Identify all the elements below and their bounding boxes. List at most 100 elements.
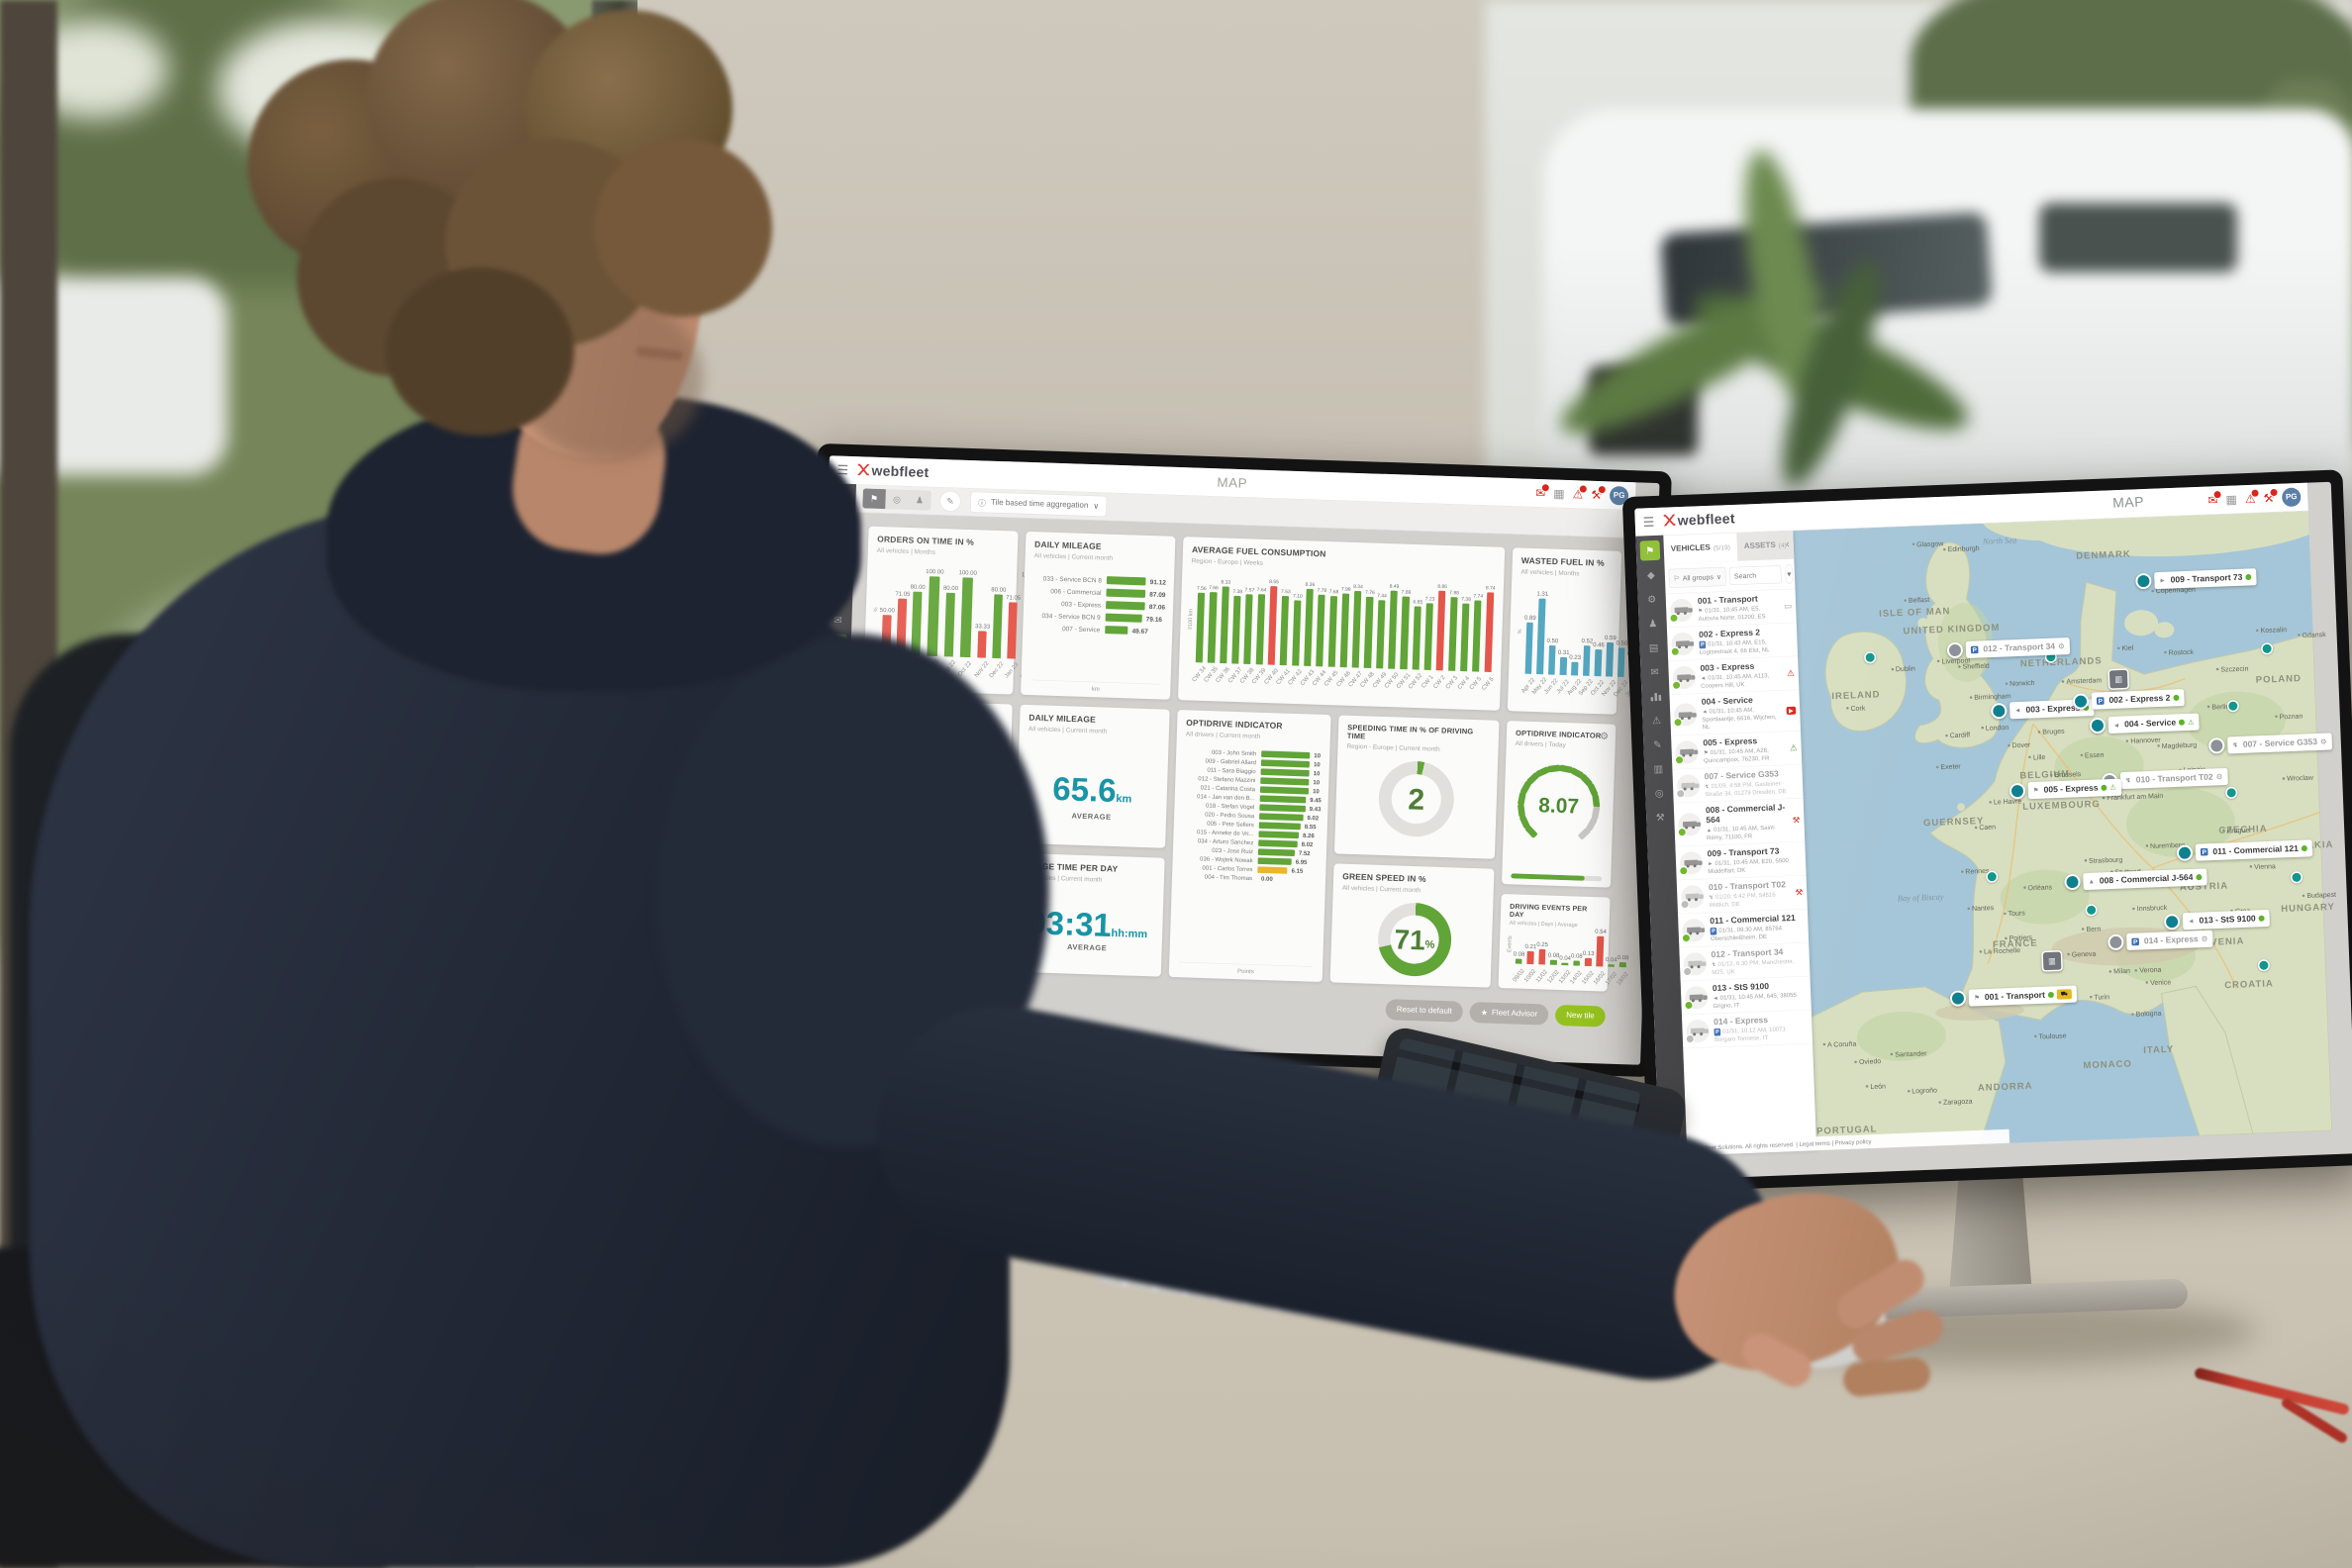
tile-wasted-fuel[interactable]: WASTED FUEL IN % All vehicles | Months %… <box>1507 547 1652 715</box>
vehicle-row[interactable]: 012 - Transport 34 ↯ 01/12, 6:30 PM, Manch… <box>1679 942 1811 982</box>
vehicle-dot[interactable] <box>2261 642 2274 655</box>
menu-icon[interactable]: ☰ <box>1642 514 1655 530</box>
footer-links[interactable]: Legal terms | Privacy policy <box>845 1001 919 1011</box>
video-icon[interactable]: ✎ <box>1652 738 1662 750</box>
tab-vehicles[interactable]: VEHICLES (5/19) <box>1663 532 1738 564</box>
vehicle-dot[interactable] <box>2257 959 2271 972</box>
edit-pencil-icon[interactable]: ✎ <box>939 490 961 513</box>
map-icon[interactable]: ⚑ <box>1639 539 1661 561</box>
apps-grid-icon[interactable]: ▦ <box>1553 486 1565 501</box>
europe-map[interactable]: North Sea Bay of Biscay IRELAND UNITED KING… <box>1793 510 2336 1151</box>
vehicle-row[interactable]: 011 - Commercial 121 P 01/31, 09:30 AM, 85… <box>1677 909 1810 948</box>
tile-orders-on-time[interactable]: ORDERS ON TIME IN % All vehicles | Month… <box>863 526 1039 695</box>
groups-dropdown[interactable]: ⚐ All groups ∨ <box>1668 566 1726 588</box>
tile-daily-mileage-average[interactable]: DAILY MILEAGE All vehicles | Current mon… <box>1016 704 1170 848</box>
tile-title: WASTED FUEL IN % <box>1520 555 1605 568</box>
tile-business-mileage[interactable]: BUSINESS MILEAGE PER DAY Region - Europe… <box>853 847 1008 972</box>
tile-speeding-time[interactable]: SPEEDING TIME IN % OF DRIVING TIME Regio… <box>1333 715 1500 859</box>
vehicle-dot[interactable] <box>2226 699 2240 713</box>
vehicle-dot[interactable] <box>2224 786 2238 800</box>
trips-icon[interactable]: ◆ <box>1646 569 1655 581</box>
alerts-icon[interactable]: ⚠ <box>1651 715 1662 727</box>
vehicle-row[interactable]: 004 - Service ◄ 01/31, 10:45 AM, Sportlaan… <box>1669 690 1801 736</box>
avatar[interactable]: PG <box>2281 487 2302 508</box>
vehicle-marker[interactable]: ► 009 - Transport 73 <box>2134 568 2257 590</box>
areas-icon[interactable]: ◎ <box>829 735 838 747</box>
gear-icon[interactable]: ⚙ <box>1599 731 1610 742</box>
vehicle-row[interactable]: 007 - Service G353 ↯ 01/09, 4:58 PM, Gaste… <box>1672 764 1804 804</box>
page-title: MAP <box>2111 494 2145 511</box>
vehicle-marker[interactable]: P 011 - Commercial 121 <box>2176 839 2313 861</box>
aggregation-dropdown[interactable]: ⓘ Tile based time aggregation ∨ <box>970 491 1108 518</box>
tile-daily-mileage-ranking[interactable]: DAILY MILEAGE All vehicles | Current mon… <box>1021 531 1176 700</box>
vehicle-dot[interactable] <box>1986 870 1999 883</box>
settings-icon[interactable]: ⚒ <box>1655 812 1665 824</box>
dashboard-icon[interactable] <box>1645 686 1666 707</box>
vehicle-row[interactable]: 014 - Express P 01/31, 10:12 AM, 10071 Bor… <box>1681 1010 1813 1049</box>
vehicles-icon[interactable]: ⚙ <box>835 541 845 553</box>
tile-trips-per-day[interactable]: TRIPS PER DAY Region - Europe | Days Tri… <box>858 699 1013 843</box>
vehicle-marker[interactable]: ⚑ 001 - Transport ⛟ <box>1949 985 2078 1007</box>
collapse-panel-icon[interactable]: ‹ <box>1785 537 1790 550</box>
drivers-icon[interactable]: ♟ <box>834 565 844 578</box>
apps-grid-icon[interactable]: ▦ <box>2225 492 2238 507</box>
tile-optidrive-gauge[interactable]: OPTIDRIVE INDICATOR All drivers | Today … <box>1502 721 1617 888</box>
tile-green-speed[interactable]: GREEN SPEED IN % All vehicles | Current … <box>1329 863 1495 988</box>
menu-icon[interactable]: ☰ <box>836 493 847 505</box>
vehicles-icon[interactable]: ⚙ <box>1647 593 1657 606</box>
orders-icon[interactable]: ✉ <box>833 614 842 627</box>
settings-icon[interactable]: ⚒ <box>828 759 838 771</box>
map-pin-icon[interactable]: ⚑ <box>862 488 886 510</box>
alerts-icon[interactable]: ⚠ <box>832 662 841 674</box>
video-icon[interactable]: ✎ <box>831 687 840 699</box>
cluster-icon[interactable]: ▥ <box>2041 950 2063 972</box>
service-wrench-icon[interactable]: ⚒ <box>2263 487 2279 506</box>
tile-driving-events[interactable]: DRIVING EVENTS PER DAY All vehicles | Da… <box>1498 893 1629 992</box>
alerts-bell-icon[interactable]: ⚠ <box>2245 488 2260 506</box>
vehicle-row[interactable]: 003 - Express ◄ 01/31, 10:45 AM, A113, Coo… <box>1668 656 1800 696</box>
trailers-icon[interactable]: ▤ <box>1648 641 1659 654</box>
tile-usage-time[interactable]: USAGE TIME PER DAY All vehicles | Curren… <box>1011 852 1165 977</box>
vehicle-row[interactable]: 009 - Transport 73 ► 01/31, 10:45 AM, E20,… <box>1675 841 1807 881</box>
dashboard-icon[interactable] <box>827 634 847 654</box>
vehicle-marker[interactable]: ↯ 007 - Service G353 ⚙ <box>2208 733 2333 755</box>
vehicle-row[interactable]: 008 - Commercial J-564 ▲ 01/31, 10:45 AM, … <box>1673 798 1806 847</box>
alerts-bell-icon[interactable]: ⚠ <box>1572 484 1589 502</box>
vehicle-row[interactable]: 005 - Express ⚑ 01/31, 10:45 AM, A28, Quin… <box>1671 731 1803 770</box>
bar <box>1007 602 1018 659</box>
bar-value: 0.52 <box>1581 637 1594 644</box>
vehicle-marker[interactable]: ◄ 013 - StS 9100 <box>2163 909 2270 931</box>
drivers-icon[interactable]: ♟ <box>1648 618 1658 630</box>
vehicle-dot[interactable] <box>2085 904 2098 917</box>
tile-optidrive-ranking[interactable]: OPTIDRIVE INDICATOR All drivers | Curren… <box>1168 710 1331 983</box>
reports-icon[interactable]: ▥ <box>1653 763 1664 775</box>
new-tile-button[interactable]: New tile <box>1554 1004 1606 1028</box>
vehicle-dot[interactable] <box>1863 651 1877 664</box>
view-switcher[interactable]: ⚑ ◎ ♟ <box>862 488 931 511</box>
vehicle-row[interactable]: 013 - StS 9100 ◄ 01/31, 10:45 AM, 645, 380… <box>1680 976 1812 1016</box>
search-input[interactable] <box>1729 565 1782 586</box>
tile-average-fuel[interactable]: AVERAGE FUEL CONSUMPTION Region - Europe… <box>1177 537 1506 711</box>
reports-icon[interactable]: ▥ <box>830 711 840 723</box>
marker-name: 014 - Express <box>2143 933 2199 946</box>
map-icon[interactable]: ⚑ <box>836 517 846 530</box>
vehicle-row[interactable]: 001 - Transport ⚑ 01/31, 10:45 AM, E5, Aut… <box>1665 589 1797 629</box>
areas-icon[interactable]: ◎ <box>1654 787 1664 799</box>
vehicle-dot[interactable] <box>2290 871 2303 884</box>
orders-icon[interactable]: ✉ <box>1650 666 1659 678</box>
messages-icon[interactable]: ✉ <box>2207 489 2222 508</box>
vehicle-row[interactable]: 010 - Transport T02 ↯ 01/20, 5:42 PM, 5451… <box>1676 875 1808 915</box>
globe-icon[interactable]: ◎ <box>892 494 902 505</box>
fleet-advisor-button[interactable]: ★ Fleet Advisor <box>1469 1002 1549 1026</box>
vehicle-row[interactable]: 002 - Express 2 P 01/31, 10:43 AM, E15, Lo… <box>1666 623 1799 662</box>
service-wrench-icon[interactable]: ⚒ <box>1591 484 1607 503</box>
messages-icon[interactable]: ✉ <box>1535 482 1551 501</box>
driver-icon[interactable]: ♟ <box>915 494 925 506</box>
cluster-icon[interactable]: ▥ <box>2107 668 2130 691</box>
filter-icon[interactable]: ▼ <box>1785 563 1794 584</box>
reset-button[interactable]: Reset to default <box>1385 999 1464 1023</box>
trailers-icon[interactable]: ▤ <box>833 590 844 602</box>
vehicle-marker[interactable]: ◄ 004 - Service ⚠ <box>2089 713 2200 735</box>
bar-value: 0.46 <box>1593 640 1605 648</box>
vehicle-marker[interactable]: P 002 - Express 2 <box>2072 689 2185 710</box>
